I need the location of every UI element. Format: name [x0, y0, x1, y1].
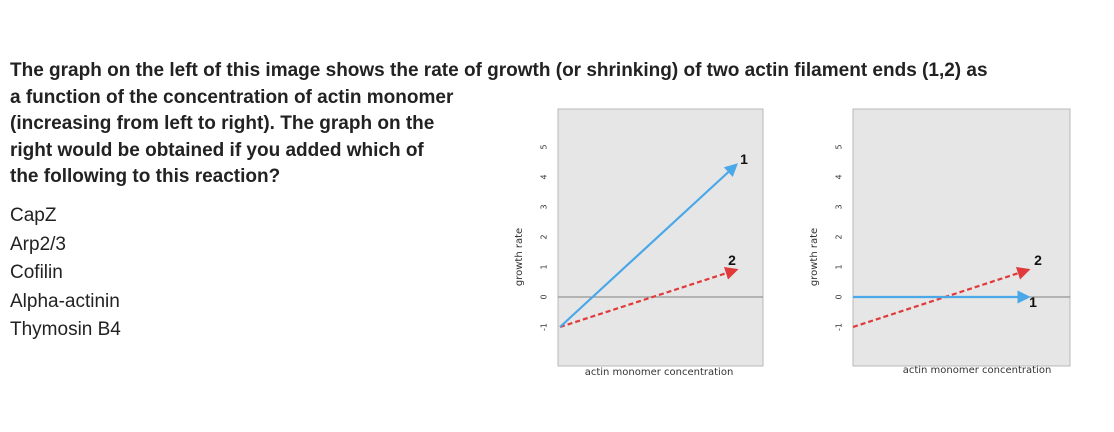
series-2-label: 2 [1034, 252, 1042, 268]
series-1-line [559, 163, 738, 328]
question-line: (increasing from left to right). The gra… [10, 113, 435, 134]
x-axis-label: actin monomer concentration [903, 365, 1052, 376]
left-growth-rate-chart: 5 4 3 2 1 0 -1 growth rate actin monomer concent… [514, 108, 764, 378]
option-arp23: Arp2/3 [10, 233, 66, 255]
plot-area [852, 108, 1071, 367]
y-tick-label: 4 [540, 174, 549, 179]
y-tick-label: 0 [835, 294, 844, 299]
y-axis-label: growth rate [514, 228, 525, 286]
question-line: right would be obtained if you added whi… [10, 139, 424, 161]
y-tick-label: -1 [540, 323, 549, 331]
y-axis-label: growth rate [809, 228, 820, 286]
y-tick-label: 3 [835, 204, 844, 209]
x-axis-label: actin monomer concentration [585, 367, 734, 378]
option-capz: CapZ [10, 205, 57, 226]
y-tick-label: 5 [835, 144, 844, 149]
y-tick-label: 1 [540, 264, 549, 269]
option-thymosin-b4: Thymosin B4 [10, 319, 121, 340]
right-growth-rate-chart: 5 4 3 2 1 0 -1 growth rate actin monomer concent… [809, 108, 1071, 376]
y-tick-label: 2 [835, 234, 844, 239]
y-tick-label: 1 [835, 264, 844, 269]
y-tick-label: 0 [540, 294, 549, 299]
option-cofilin: Cofilin [10, 262, 63, 283]
y-tick-label: 3 [540, 204, 549, 209]
series-2-line [559, 266, 739, 329]
answer-options: CapZ Arp2/3 Cofilin Alpha-actinin Thymos… [10, 202, 121, 345]
series-1-label: 1 [740, 151, 748, 167]
question-line: the following to this reaction? [10, 166, 281, 187]
series-2-label: 2 [728, 252, 736, 268]
series-1-label: 1 [1029, 294, 1037, 310]
option-alpha-actinin: Alpha-actinin [10, 290, 120, 312]
question-line: a function of the concentration of actin… [10, 86, 454, 108]
y-tick-label: 5 [540, 144, 549, 149]
plot-area [557, 108, 764, 367]
question-line: The graph on the left of this image show… [10, 60, 988, 81]
y-tick-label: -1 [835, 323, 844, 331]
y-tick-label: 4 [835, 174, 844, 179]
y-tick-label: 2 [540, 234, 549, 239]
series-2-line [852, 266, 1031, 329]
question-text: The graph on the left of this image show… [10, 58, 1110, 191]
